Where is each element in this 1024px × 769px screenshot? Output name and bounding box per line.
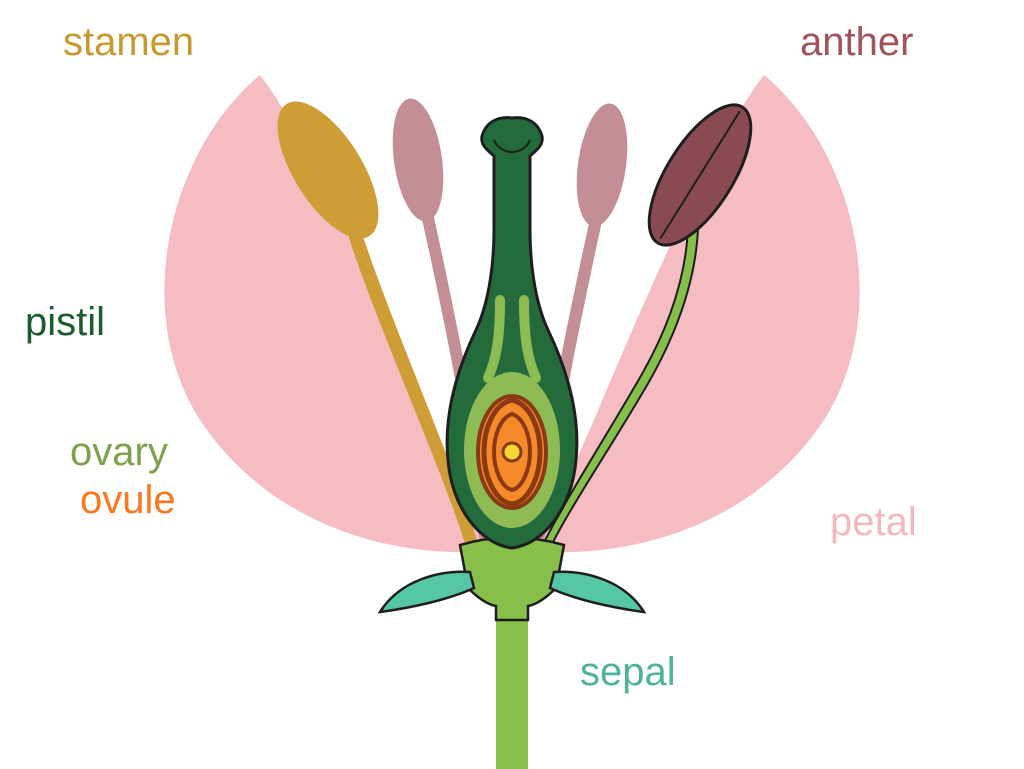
flower-diagram xyxy=(0,0,1024,769)
label-stamen: stamen xyxy=(63,20,194,65)
ovule xyxy=(478,396,546,508)
label-petal: petal xyxy=(830,500,917,545)
label-ovary: ovary xyxy=(70,430,168,475)
pistil xyxy=(447,118,577,548)
label-pistil: pistil xyxy=(25,300,105,345)
sepal-left xyxy=(380,572,474,612)
label-anther: anther xyxy=(800,20,913,65)
receptacle xyxy=(460,538,564,621)
label-sepal: sepal xyxy=(580,650,676,695)
sepal-right xyxy=(550,572,644,612)
label-ovule: ovule xyxy=(80,478,176,523)
